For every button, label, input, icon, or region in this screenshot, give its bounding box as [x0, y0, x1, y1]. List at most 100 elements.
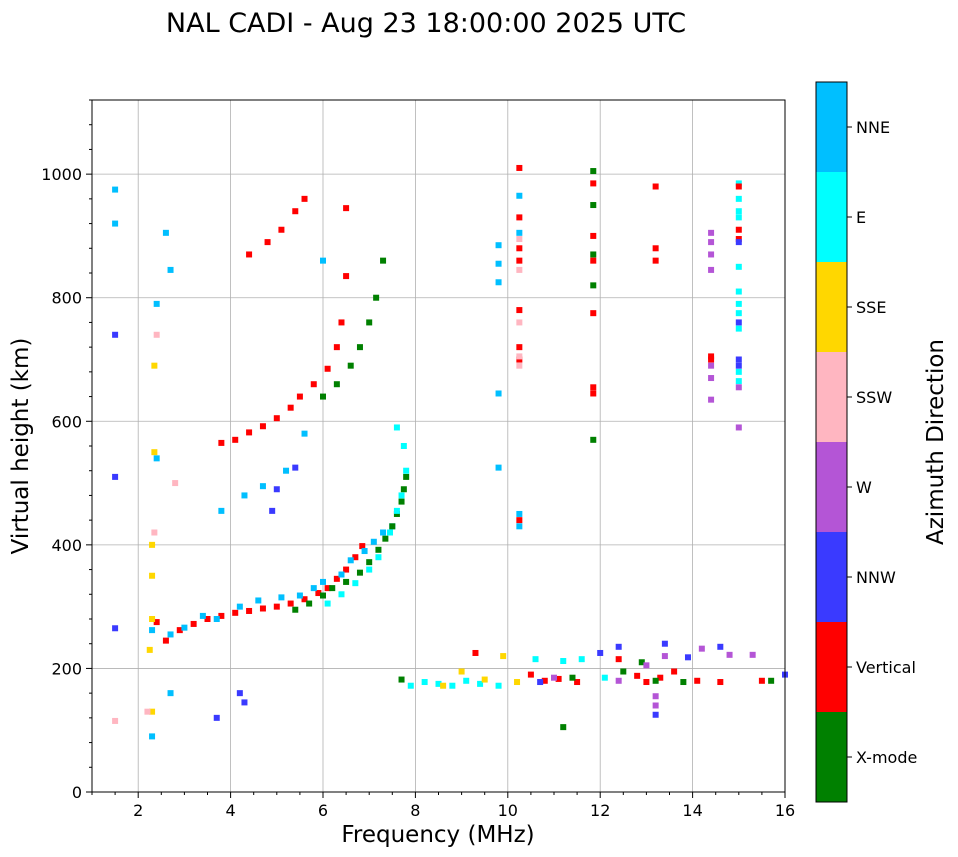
y-axis-label: Virtual height (km): [8, 338, 34, 555]
echo-point: [516, 236, 523, 243]
echo-point: [569, 674, 576, 681]
echo-group-col-11.8: [590, 168, 597, 443]
echo-point: [296, 393, 303, 400]
echo-point: [477, 680, 484, 687]
y-tick-label: 0: [72, 783, 82, 802]
echo-point: [717, 679, 724, 686]
echo-group-col-11.8-red: [590, 180, 597, 397]
echo-point: [153, 619, 160, 626]
echo-point: [310, 381, 317, 388]
echo-point: [329, 585, 336, 592]
echo-point: [652, 245, 659, 252]
echo-point: [735, 183, 742, 190]
echo-point: [516, 214, 523, 221]
echo-point: [551, 674, 557, 681]
echo-point: [541, 677, 548, 684]
echo-point: [366, 559, 373, 566]
echo-point: [768, 677, 775, 684]
echo-point: [246, 607, 253, 614]
x-axis-ticks: 2 4 6 8 10 12 14 16: [91, 792, 795, 820]
echo-point: [516, 266, 523, 273]
echo-group-col-10.2: [516, 164, 523, 524]
y-tick-label: 800: [51, 289, 82, 308]
echo-point: [516, 353, 523, 360]
chart-title: NAL CADI - Aug 23 18:00:00 2025 UTC: [166, 8, 686, 39]
colorbar-segment: [816, 172, 847, 262]
echo-point: [324, 585, 331, 592]
echo-point: [495, 279, 502, 286]
echo-point: [590, 282, 597, 289]
echo-point: [735, 180, 742, 187]
echo-point: [320, 393, 326, 400]
echo-point: [532, 656, 539, 663]
echo-point: [615, 656, 622, 663]
colorbar-segment: [816, 82, 847, 172]
echo-point: [708, 229, 715, 236]
echo-point: [359, 543, 366, 550]
echo-point: [495, 260, 502, 267]
echo-point: [370, 538, 377, 545]
echo-point: [278, 594, 285, 601]
echo-group-col-15.0-blue: [735, 239, 742, 369]
echo-point: [590, 384, 597, 391]
echo-point: [176, 627, 183, 634]
colorbar-segment: [816, 622, 847, 712]
colorbar-label: Azimuth Direction: [923, 339, 949, 545]
echo-point: [287, 404, 294, 411]
echo-point: [153, 455, 160, 462]
echo-point: [278, 226, 285, 233]
echo-point: [449, 682, 456, 689]
echo-point: [735, 362, 742, 369]
echo-point: [657, 674, 664, 681]
x-axis-label: Frequency (MHz): [341, 822, 534, 848]
echo-point: [735, 214, 742, 221]
echo-point: [400, 486, 407, 493]
echo-point: [694, 677, 701, 684]
echo-point: [516, 517, 523, 524]
echo-point: [597, 649, 604, 656]
echo-point: [273, 415, 280, 422]
echo-point: [232, 609, 239, 616]
echo-point: [112, 473, 119, 480]
echo-point: [652, 702, 659, 709]
echo-point: [638, 659, 645, 666]
x-tick-label: 10: [498, 801, 518, 820]
echo-point: [735, 424, 742, 431]
echo-point: [283, 467, 290, 474]
y-tick-label: 400: [51, 536, 82, 555]
colorbar-frame: [815, 81, 848, 803]
echo-point: [213, 714, 220, 721]
plot-area: 2 4 6 8 10 12 14 16 0 200 400 600 800 1000: [41, 99, 795, 820]
echo-point: [680, 679, 687, 686]
echo-point: [333, 381, 340, 388]
echo-point: [386, 529, 393, 536]
echo-point: [366, 319, 373, 326]
echo-group-low-f-pink: [112, 331, 179, 724]
echo-point: [149, 616, 156, 622]
echo-point: [516, 164, 523, 171]
echo-group-o-trace-f1-scatter: [149, 523, 396, 638]
echo-point: [590, 232, 597, 239]
y-tick-label: 1000: [41, 165, 82, 184]
echo-point: [375, 554, 382, 561]
echo-point: [218, 507, 225, 514]
echo-point: [213, 616, 220, 622]
colorbar-segment: [816, 352, 847, 442]
echo-point: [398, 498, 405, 505]
echo-point: [601, 674, 608, 681]
echo-point: [500, 653, 507, 660]
echo-point: [287, 600, 294, 607]
echo-point: [735, 384, 742, 391]
echo-point: [472, 649, 479, 656]
echo-point: [373, 294, 380, 301]
x-tick-label: 12: [590, 801, 610, 820]
echo-point: [481, 676, 488, 683]
echo-point: [735, 288, 742, 295]
echo-point: [463, 677, 470, 684]
echo-point: [527, 671, 534, 678]
grid-lines: [92, 100, 786, 793]
echo-point: [615, 643, 622, 650]
echo-point: [708, 353, 715, 360]
echo-point: [735, 319, 742, 326]
echo-point: [435, 680, 442, 687]
